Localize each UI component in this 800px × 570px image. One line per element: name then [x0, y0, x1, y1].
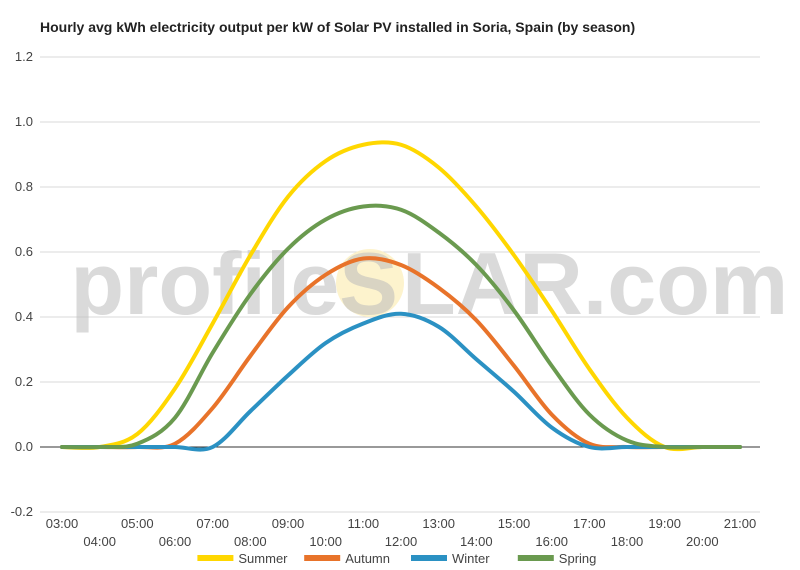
legend-label-summer: Summer	[238, 551, 288, 566]
legend: Summer Autumn Winter Spring	[197, 551, 596, 566]
legend-swatch-summer	[197, 555, 234, 561]
legend-swatch-autumn	[304, 555, 341, 561]
x-tick-label: 10:00	[309, 534, 342, 549]
legend-label-autumn: Autumn	[345, 551, 390, 566]
x-tick-label: 18:00	[611, 534, 644, 549]
x-tick-label: 13:00	[422, 516, 455, 531]
legend-swatch-spring	[517, 555, 554, 561]
x-axis-ticks: 03:00 04:00 05:00 06:00 07:00 08:00 09:00 10:00…	[46, 516, 757, 549]
y-tick-label: 0.0	[15, 439, 33, 454]
legend-item-winter[interactable]: Winter	[411, 551, 490, 566]
legend-swatch-winter	[411, 555, 447, 561]
x-tick-label: 16:00	[535, 534, 568, 549]
y-tick-label: -0.2	[11, 504, 33, 519]
legend-item-autumn[interactable]: Autumn	[304, 551, 390, 566]
x-tick-label: 08:00	[234, 534, 267, 549]
x-tick-label: 19:00	[648, 516, 681, 531]
x-tick-label: 12:00	[385, 534, 418, 549]
series-line-winter	[60, 311, 742, 452]
x-tick-label: 20:00	[686, 534, 719, 549]
x-tick-label: 15:00	[498, 516, 531, 531]
legend-item-summer[interactable]: Summer	[197, 551, 288, 566]
x-tick-label: 11:00	[348, 516, 380, 531]
series-layer	[60, 140, 742, 452]
x-tick-label: 05:00	[121, 516, 154, 531]
watermark-text-right: LAR.com	[402, 234, 788, 333]
x-tick-label: 21:00	[724, 516, 757, 531]
x-tick-label: 04:00	[83, 534, 116, 549]
y-tick-label: 0.6	[15, 244, 33, 259]
y-tick-label: 1.2	[15, 49, 33, 64]
y-tick-label: 0.4	[15, 309, 33, 324]
legend-item-spring[interactable]: Spring	[517, 551, 597, 566]
x-tick-label: 07:00	[196, 516, 229, 531]
series-line-summer	[60, 140, 742, 452]
legend-label-winter: Winter	[452, 551, 490, 566]
legend-label-spring: Spring	[559, 551, 597, 566]
series-line-spring	[60, 203, 742, 450]
watermark-sun-icon	[336, 249, 404, 317]
x-tick-label: 09:00	[272, 516, 305, 531]
y-tick-label: 0.8	[15, 179, 33, 194]
x-tick-label: 17:00	[573, 516, 606, 531]
x-tick-label: 06:00	[159, 534, 192, 549]
y-tick-label: 1.0	[15, 114, 33, 129]
y-axis-ticks: -0.2 0.0 0.2 0.4 0.6 0.8 1.0 1.2	[11, 49, 33, 519]
x-tick-label: 03:00	[46, 516, 79, 531]
y-tick-label: 0.2	[15, 374, 33, 389]
chart-title: Hourly avg kWh electricity output per kW…	[40, 19, 636, 35]
x-tick-label: 14:00	[460, 534, 493, 549]
